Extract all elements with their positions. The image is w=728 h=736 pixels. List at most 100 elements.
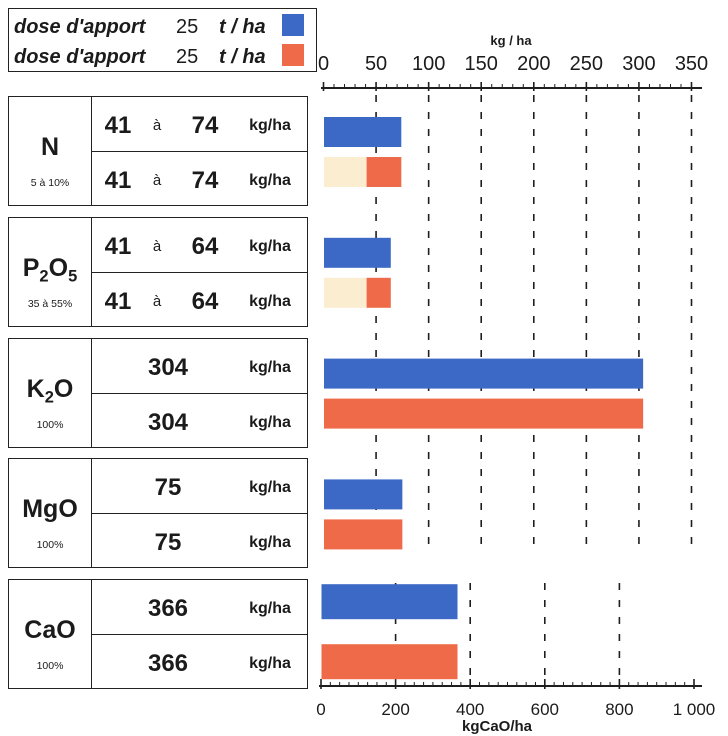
value-unit: kg/ha [249, 172, 291, 189]
bar-n-series-2-range [366, 157, 402, 187]
value: 366 [147, 595, 189, 623]
value-unit: kg/ha [249, 237, 291, 255]
value-row-series-2: 75 kg/ha [92, 513, 307, 567]
tick-label-bottom: 600 [531, 700, 559, 719]
nutrient-label-cell: K2O 100% [9, 338, 92, 447]
nutrient-box-cao: CaO 100% 366 kg/ha 366 kg/ha [8, 579, 308, 690]
value-unit: kg/ha [249, 479, 291, 497]
value-row-series-2: 366 kg/ha [92, 634, 307, 688]
value-unit: kg/ha [249, 534, 291, 552]
axis-title-bottom: kgCaO/ha [462, 718, 533, 735]
value-row-series-2: 41 à 74 kg/ha [92, 151, 307, 205]
legend: dose d'apport 25 t / ha dose d'apport 25… [8, 8, 317, 72]
range-separator: à [152, 237, 162, 255]
value-row-series-1: 75 kg/ha [92, 459, 307, 513]
tick-label-top: 250 [570, 53, 603, 75]
axes [319, 82, 702, 689]
nutrient-box-k2o: K2O 100% 304 kg/ha 304 kg/ha [8, 337, 308, 448]
value-min: 41 [104, 232, 132, 260]
nutrient-label-cell: CaO 100% [9, 580, 92, 689]
nutrient-values-cell: 41 à 74 kg/ha 41 à 74 kg/ha [92, 97, 307, 205]
value-min: 41 [104, 167, 132, 194]
nutrient-share: 5 à 10% [30, 177, 70, 189]
value-row-series-1: 41 à 74 kg/ha [92, 97, 307, 151]
legend-dose: 25 [176, 16, 199, 38]
axis-title-top: kg / ha [490, 33, 532, 48]
range-separator: à [152, 172, 162, 189]
value: 75 [154, 529, 182, 557]
nutrient-values-cell: 75 kg/ha 75 kg/ha [92, 459, 307, 567]
bar-n-series-1 [324, 117, 402, 147]
bar-cao-series-2 [321, 644, 458, 680]
bar-mgo-series-2 [324, 519, 403, 550]
bar-cao-series-1 [321, 584, 458, 620]
tick-label-top: 200 [517, 53, 550, 75]
nutrient-values-cell: 304 kg/ha 304 kg/ha [92, 339, 307, 447]
nutrient-box-mgo: MgO 100% 75 kg/ha 75 kg/ha [8, 458, 308, 569]
value-unit: kg/ha [249, 292, 291, 310]
bar-mgo-series-1 [324, 479, 403, 510]
nutrient-label-cell: P2O5 35 à 55% [9, 217, 92, 326]
tick-label-bottom: 1 000 [673, 700, 716, 719]
value-row-series-2: 41 à 64 kg/ha [92, 271, 307, 326]
nutrient-values-cell: 41 à 64 kg/ha 41 à 64 kg/ha [92, 218, 307, 326]
nutrient-name-mgo: MgO [22, 495, 78, 524]
bar-p2o5-series-2-range [366, 277, 391, 308]
value: 304 [147, 353, 189, 381]
value-unit: kg/ha [249, 655, 291, 673]
bar-k2o-series-2 [324, 398, 644, 429]
legend-entry-series-1: dose d'apport 25 t / ha [9, 9, 316, 39]
value-max: 64 [191, 232, 219, 260]
value-max: 74 [191, 112, 219, 139]
range-separator: à [152, 292, 162, 310]
legend-label: dose d'apport [14, 46, 146, 68]
legend-swatch-orange [282, 44, 304, 66]
value-min: 41 [104, 112, 132, 139]
nutrient-name-cao: CaO [24, 616, 76, 645]
nutrient-values-cell: 366 kg/ha 366 kg/ha [92, 580, 307, 688]
axis-labels: 0 50 100 150 200 250 300 350 kg / ha 0 200 400 600 80… [316, 33, 715, 735]
nutrient-name-p2o5: P2O5 [22, 253, 78, 286]
nutrient-box-p2o5: P2O5 35 à 55% 41 à 64 kg/ha 41 à 64 kg/ha [8, 216, 308, 327]
tick-label-bottom: 200 [381, 700, 409, 719]
legend-dose: 25 [176, 46, 199, 68]
value: 75 [154, 474, 182, 502]
tick-label-top: 300 [622, 53, 655, 75]
tick-label-bottom: 0 [316, 700, 325, 719]
value-unit: kg/ha [249, 117, 291, 134]
nutrient-box-n: N 5 à 10% 41 à 74 kg/ha 41 à 74 kg/ha [8, 96, 308, 206]
value-row-series-2: 304 kg/ha [92, 392, 307, 447]
nutrient-name-k2o: K2O [26, 374, 74, 406]
tick-label-bottom: 400 [456, 700, 484, 719]
legend-entry-series-2: dose d'apport 25 t / ha [9, 39, 316, 69]
value-min: 41 [104, 287, 132, 315]
legend-dose-unit: t / ha [219, 16, 266, 38]
tick-label-bottom: 800 [605, 700, 633, 719]
nutrient-label-cell: N 5 à 10% [9, 97, 92, 205]
value: 366 [147, 650, 189, 678]
value-unit: kg/ha [249, 358, 291, 376]
bar-p2o5-series-2-lower [324, 277, 367, 308]
legend-dose-unit: t / ha [219, 46, 266, 68]
bar-p2o5-series-1 [324, 237, 391, 268]
bar-k2o-series-1 [324, 358, 644, 389]
tick-label-top: 50 [365, 53, 387, 75]
tick-label-top: 350 [675, 53, 708, 75]
legend-swatch-blue [282, 14, 304, 36]
value-row-series-1: 304 kg/ha [92, 339, 307, 393]
nutrient-name-n: N [40, 133, 60, 161]
bar-n-series-2-lower [324, 157, 367, 187]
value-unit: kg/ha [249, 600, 291, 618]
legend-label: dose d'apport [14, 16, 146, 38]
tick-label-top: 0 [318, 53, 329, 75]
nutrient-share: 35 à 55% [27, 297, 73, 310]
nutrient-label-cell: MgO 100% [9, 459, 92, 568]
tick-label-top: 100 [412, 53, 445, 75]
range-separator: à [152, 117, 162, 134]
value-unit: kg/ha [249, 413, 291, 431]
bars [321, 117, 644, 680]
value-row-series-1: 41 à 64 kg/ha [92, 218, 307, 272]
value-max: 64 [191, 287, 219, 315]
nutrient-share: 100% [36, 539, 64, 552]
